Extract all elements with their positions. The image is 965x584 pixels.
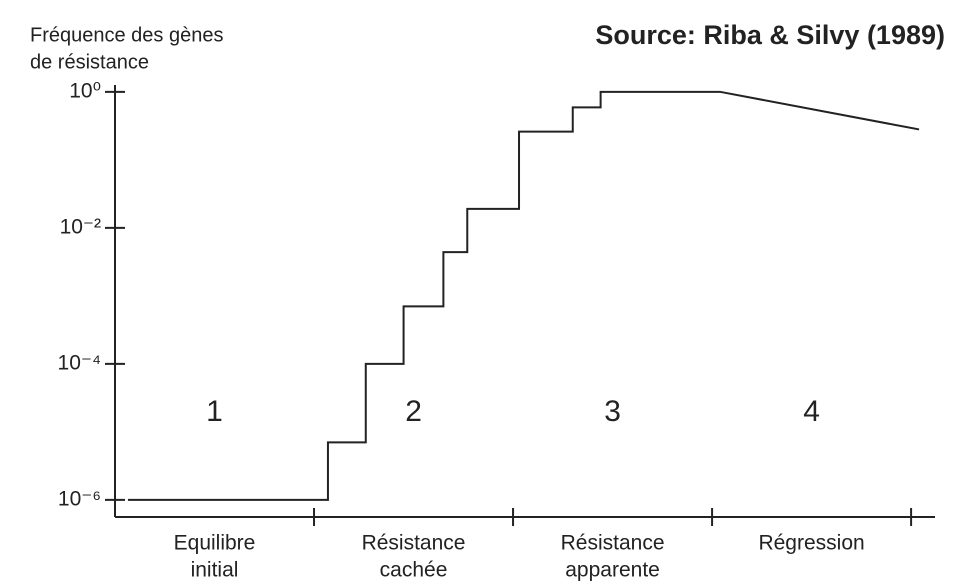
phase-label: Résistance bbox=[561, 532, 665, 555]
phase-label: Résistance bbox=[362, 532, 466, 555]
phase-number: 4 bbox=[803, 395, 820, 428]
y-axis-label: Fréquence des gènes bbox=[30, 24, 223, 46]
y-tick-label: 10⁻² bbox=[60, 215, 101, 238]
phase-number: 2 bbox=[405, 395, 422, 428]
phase-label: Equilibre bbox=[174, 532, 256, 555]
phase-label: initial bbox=[191, 559, 239, 582]
y-axis-label: de résistance bbox=[30, 51, 149, 73]
phase-number: 1 bbox=[206, 395, 223, 428]
y-tick-label: 10⁻⁴ bbox=[58, 351, 101, 374]
y-tick-label: 10⁰ bbox=[69, 79, 101, 102]
y-tick-label: 10⁻⁶ bbox=[58, 487, 101, 510]
source: Source: Riba & Silvy (1989) bbox=[595, 20, 945, 50]
phase-label: apparente bbox=[565, 559, 660, 582]
phase-label: cachée bbox=[380, 559, 448, 582]
phase-number: 3 bbox=[604, 395, 621, 428]
phase-label: Régression bbox=[758, 532, 864, 555]
step-line bbox=[127, 90, 920, 501]
